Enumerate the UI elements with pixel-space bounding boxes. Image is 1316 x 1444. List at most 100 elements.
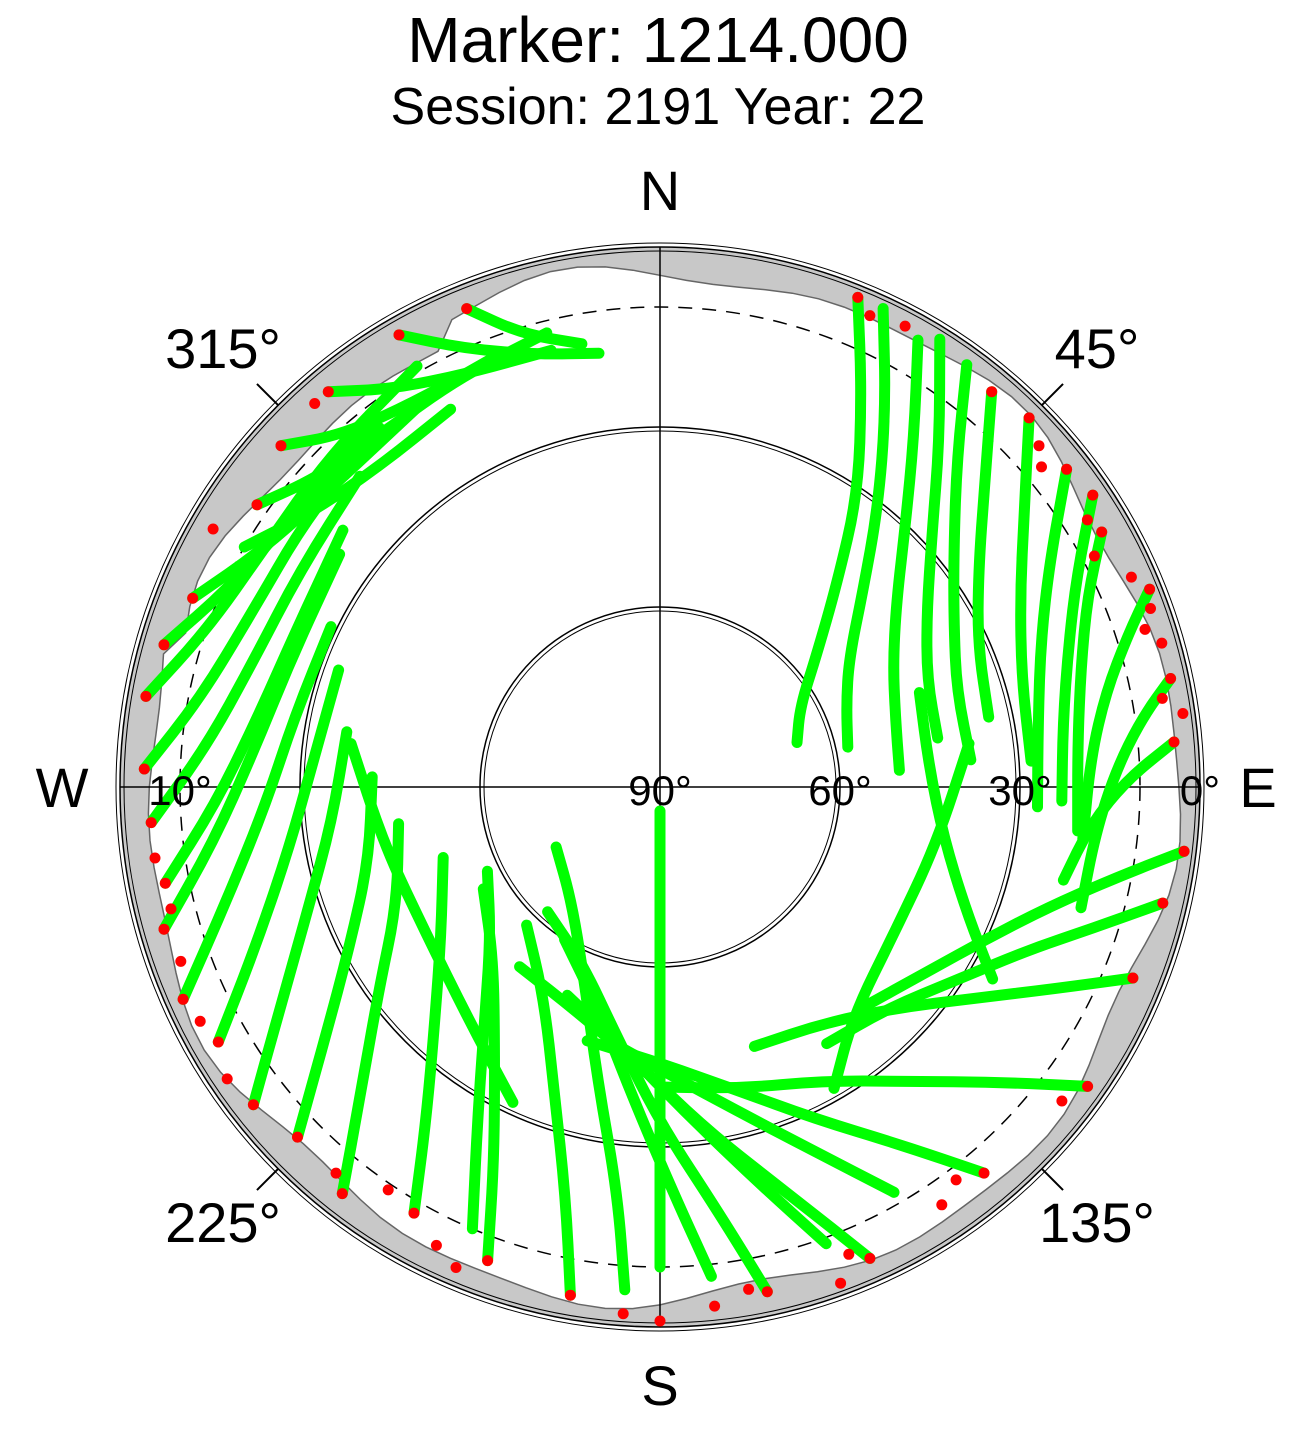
flagged-point xyxy=(1156,692,1168,704)
satellite-track xyxy=(972,386,998,723)
satellite-track xyxy=(1072,526,1108,837)
flagged-point xyxy=(138,763,150,775)
flagged-point xyxy=(275,440,287,452)
satellite-track xyxy=(212,664,345,1048)
axis-labels: N S E W 45° 135° 225° 315° 90° 60° 30° 10° 0° xyxy=(36,159,1277,1417)
satellite-track xyxy=(600,1033,900,1198)
flagged-point xyxy=(709,1300,721,1312)
azimuth-tick-315 xyxy=(256,383,279,406)
elevation-label-60: 60° xyxy=(808,767,872,814)
flagged-point xyxy=(1087,489,1099,501)
west-label: W xyxy=(36,756,89,819)
satellite-track xyxy=(521,919,576,1301)
east-label: E xyxy=(1239,756,1276,819)
flagged-point xyxy=(221,1073,233,1085)
satellite-track xyxy=(859,845,1190,1012)
satellite-track xyxy=(393,329,605,360)
north-label: N xyxy=(640,159,680,222)
satellite-track xyxy=(559,934,717,1282)
flagged-point xyxy=(1127,972,1139,984)
satellite-track xyxy=(1075,673,1177,914)
satellite-track xyxy=(1015,412,1037,767)
flagged-point xyxy=(1081,514,1093,526)
satellite-track xyxy=(791,291,867,748)
flagged-point xyxy=(207,523,219,535)
flagged-point xyxy=(1139,623,1151,635)
flagged-point xyxy=(761,1286,773,1298)
flagged-point xyxy=(864,310,876,322)
flagged-point xyxy=(247,1099,259,1111)
flagged-point xyxy=(461,303,473,315)
flagged-point xyxy=(309,398,321,409)
flagged-point xyxy=(864,1252,876,1264)
flagged-point xyxy=(1056,1095,1068,1107)
satellite-track xyxy=(345,738,519,1108)
flagged-point xyxy=(950,1174,962,1186)
flagged-point xyxy=(1036,461,1047,473)
flagged-point xyxy=(743,1283,755,1295)
flagged-point xyxy=(654,1315,666,1327)
azimuth-label-135: 135° xyxy=(1039,1191,1155,1254)
satellite-track xyxy=(408,852,449,1219)
flagged-point xyxy=(194,1015,206,1027)
flagged-point xyxy=(482,1255,494,1267)
satellite-track xyxy=(654,1075,1094,1094)
flagged-point xyxy=(1157,897,1169,909)
flagged-point xyxy=(158,639,170,651)
satellite-track xyxy=(921,333,946,744)
flagged-point xyxy=(149,852,161,864)
azimuth-label-315: 315° xyxy=(165,317,281,380)
flagged-point xyxy=(330,1167,342,1179)
flagged-point xyxy=(212,1036,224,1048)
flagged-point xyxy=(617,1308,629,1320)
flagged-point xyxy=(140,690,152,702)
outer-ring xyxy=(115,242,1205,1332)
flagged-point xyxy=(978,1167,990,1179)
flagged-point xyxy=(1088,550,1100,562)
satellite-track xyxy=(1057,736,1180,886)
azimuth-tick-225 xyxy=(256,1168,279,1191)
flagged-point xyxy=(187,592,199,604)
flagged-point xyxy=(336,1188,348,1200)
azimuth-tick-45 xyxy=(1041,383,1064,406)
flagged-point xyxy=(899,320,911,332)
azimuth-label-45: 45° xyxy=(1055,317,1140,380)
flagged-point xyxy=(450,1262,462,1273)
satellite-track xyxy=(159,524,349,889)
flagged-point xyxy=(564,1289,576,1301)
satellite-track xyxy=(336,818,405,1200)
flagged-point xyxy=(1061,463,1073,475)
satellite-track xyxy=(1056,489,1099,807)
flagged-point xyxy=(393,329,405,341)
elevation-label-90: 90° xyxy=(628,767,692,814)
satellite-track xyxy=(550,841,631,1296)
satellite-track xyxy=(177,621,337,1005)
flagged-point xyxy=(145,817,157,829)
flagged-point xyxy=(1168,736,1180,748)
flagged-point xyxy=(159,877,171,889)
flagged-point xyxy=(165,903,177,915)
satellite-track xyxy=(581,1035,990,1179)
flagged-point xyxy=(1082,1080,1094,1092)
flagged-point xyxy=(1156,637,1168,649)
flagged-point xyxy=(936,1199,948,1211)
elevation-label-0: 0° xyxy=(1180,767,1220,814)
flagged-point xyxy=(1165,673,1177,684)
satellite-track xyxy=(748,972,1139,1052)
satellite-track xyxy=(948,359,977,766)
flagged-point xyxy=(175,955,187,967)
flagged-point xyxy=(1125,571,1137,583)
satellite-track xyxy=(888,334,924,776)
satellite-track xyxy=(841,303,891,753)
satellite-track xyxy=(292,771,378,1143)
flagged-point xyxy=(1096,526,1108,538)
azimuth-tick-135 xyxy=(1041,1168,1064,1191)
flagged-point xyxy=(1144,583,1156,595)
satellite-track xyxy=(247,726,353,1111)
flagged-point xyxy=(158,923,170,935)
chart-title: Marker: 1214.000 xyxy=(407,4,909,76)
flagged-point xyxy=(986,386,998,398)
satellite-track xyxy=(1077,583,1156,845)
chart-subtitle: Session: 2191 Year: 22 xyxy=(390,78,926,136)
south-label: S xyxy=(641,1354,678,1417)
